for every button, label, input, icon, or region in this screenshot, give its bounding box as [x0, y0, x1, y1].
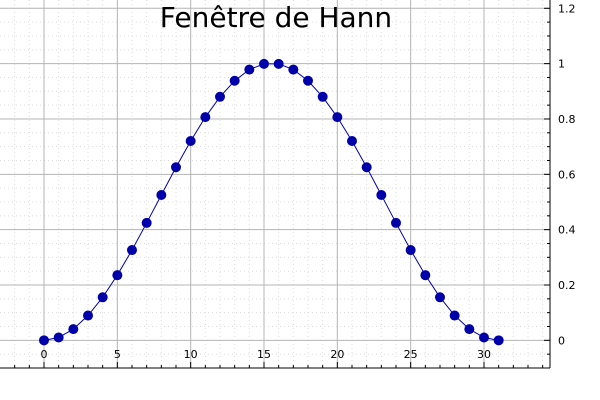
data-point	[171, 162, 181, 173]
data-point	[229, 75, 240, 86]
data-point	[127, 245, 137, 256]
data-point	[259, 58, 269, 69]
data-point	[493, 335, 504, 346]
data-point	[68, 324, 79, 335]
x-tick-label: 30	[477, 348, 491, 361]
minor-grid	[0, 0, 550, 369]
y-tick-label: 1	[558, 58, 565, 71]
data-point	[215, 91, 225, 102]
y-tick-label: 1.2	[558, 2, 576, 15]
x-tick-label: 5	[114, 348, 121, 361]
data-point	[273, 58, 284, 69]
data-point	[141, 217, 152, 228]
series-layer	[39, 58, 504, 346]
data-point	[420, 270, 431, 281]
data-point	[464, 324, 475, 335]
x-tick-label: 20	[330, 348, 344, 361]
major-grid	[0, 0, 550, 368]
y-tick-label: 0	[558, 334, 565, 347]
data-point	[288, 64, 299, 75]
y-tick-label: 0.4	[558, 224, 576, 237]
data-point	[200, 112, 211, 123]
y-tick-label: 0.8	[558, 113, 576, 126]
y-tick-label: 0.6	[558, 168, 576, 181]
data-point	[112, 270, 123, 281]
x-tick-label: 10	[184, 348, 198, 361]
data-point	[449, 310, 460, 321]
data-point	[435, 292, 445, 303]
x-tick-label: 25	[404, 348, 418, 361]
data-point	[405, 245, 416, 256]
x-tick-label: 0	[41, 348, 48, 361]
data-point	[97, 292, 108, 303]
data-point	[317, 91, 328, 102]
data-point	[83, 310, 93, 321]
axes: 0 5 10 15 20 25 30 0 0.2 0.4 0.6 0.8 1 1.2	[0, 0, 576, 369]
data-point	[185, 135, 196, 146]
data-point	[244, 64, 255, 75]
data-point	[376, 189, 387, 200]
x-tick-label: 15	[257, 348, 271, 361]
data-point	[332, 112, 343, 123]
data-point	[53, 332, 64, 343]
data-point	[361, 162, 372, 173]
chart-title: Fenêtre de Hann	[160, 1, 392, 34]
y-tick-label: 0.2	[558, 279, 576, 292]
data-point	[303, 75, 313, 86]
data-point	[347, 135, 357, 146]
data-point	[479, 332, 489, 343]
data-point	[156, 189, 167, 200]
data-point	[39, 335, 49, 346]
data-point	[391, 217, 401, 228]
